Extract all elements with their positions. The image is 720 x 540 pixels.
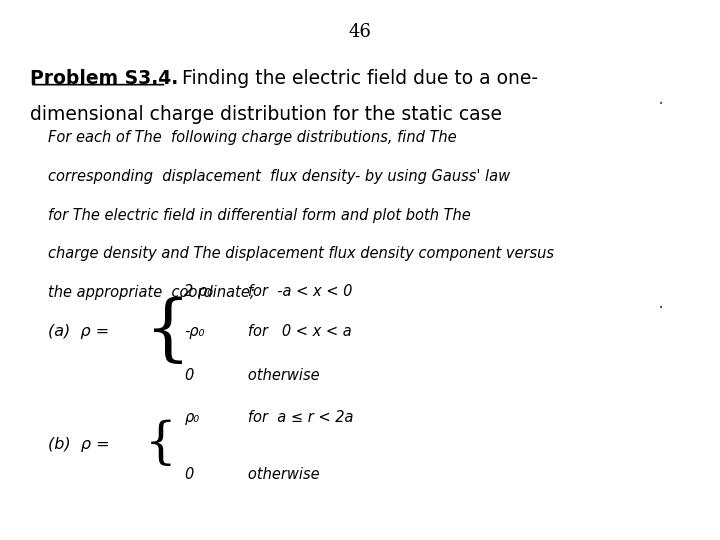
Text: for The electric field in differential form and plot both The: for The electric field in differential f… [48,208,471,222]
Text: corresponding  displacement  flux density- by using Gauss' law: corresponding displacement flux density-… [48,169,510,184]
Text: otherwise: otherwise [235,368,320,383]
Text: ρ₀: ρ₀ [184,410,199,425]
Text: the appropriate  coordinate;: the appropriate coordinate; [48,285,255,300]
Text: for  a ≤ r < 2a: for a ≤ r < 2a [235,410,354,425]
Text: (b)  ρ =: (b) ρ = [48,437,109,452]
Text: {: { [145,296,191,367]
Text: .: . [658,89,665,107]
Text: 2 ρ₀: 2 ρ₀ [184,284,213,299]
Text: .: . [658,293,665,312]
Text: Finding the electric field due to a one-: Finding the electric field due to a one- [170,69,538,87]
Text: {: { [145,420,176,469]
Text: for   0 < x < a: for 0 < x < a [235,325,352,339]
Text: For each of The  following charge distributions, find The: For each of The following charge distrib… [48,130,456,145]
Text: dimensional charge distribution for the static case: dimensional charge distribution for the … [30,105,502,124]
Text: (a)  ρ =: (a) ρ = [48,325,109,339]
Text: Problem S3.4.: Problem S3.4. [30,69,179,87]
Text: 0: 0 [184,368,194,383]
Text: 46: 46 [348,23,372,41]
Text: 0: 0 [184,467,194,482]
Text: otherwise: otherwise [235,467,320,482]
Text: -ρ₀: -ρ₀ [184,325,204,339]
Text: for  -a < x < 0: for -a < x < 0 [235,284,353,299]
Text: charge density and The displacement flux density component versus: charge density and The displacement flux… [48,246,554,261]
